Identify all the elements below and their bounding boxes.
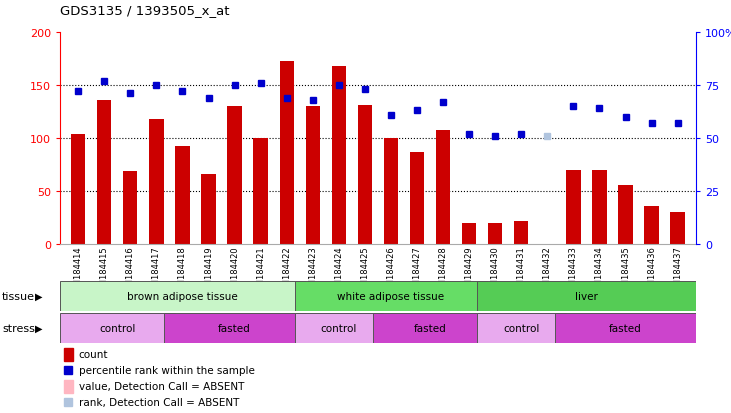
Text: fasted: fasted bbox=[414, 323, 447, 333]
Bar bbox=[436, 131, 450, 244]
Text: control: control bbox=[503, 323, 539, 333]
Bar bbox=[97, 101, 111, 244]
Text: count: count bbox=[79, 349, 108, 359]
Bar bbox=[60, 281, 305, 311]
Bar bbox=[384, 139, 398, 244]
Bar bbox=[71, 134, 86, 244]
Text: fasted: fasted bbox=[609, 323, 642, 333]
Text: ▶: ▶ bbox=[35, 323, 42, 333]
Bar bbox=[175, 147, 189, 244]
Bar bbox=[357, 106, 372, 244]
Bar bbox=[164, 313, 305, 343]
Text: rank, Detection Call = ABSENT: rank, Detection Call = ABSENT bbox=[79, 397, 239, 408]
Bar bbox=[477, 313, 566, 343]
Text: liver: liver bbox=[575, 291, 598, 301]
Text: percentile rank within the sample: percentile rank within the sample bbox=[79, 366, 254, 375]
Bar bbox=[567, 170, 580, 244]
Bar bbox=[373, 313, 488, 343]
Bar bbox=[592, 170, 607, 244]
Text: control: control bbox=[99, 323, 135, 333]
Bar bbox=[60, 313, 175, 343]
Bar bbox=[410, 152, 424, 244]
Bar bbox=[645, 206, 659, 244]
Bar bbox=[149, 120, 164, 244]
Bar bbox=[227, 107, 242, 244]
Bar bbox=[306, 107, 320, 244]
Bar bbox=[332, 67, 346, 244]
Text: control: control bbox=[321, 323, 357, 333]
Bar bbox=[477, 281, 696, 311]
Bar bbox=[201, 174, 216, 244]
Bar bbox=[555, 313, 696, 343]
Text: stress: stress bbox=[2, 323, 35, 333]
Text: brown adipose tissue: brown adipose tissue bbox=[127, 291, 238, 301]
Text: fasted: fasted bbox=[218, 323, 251, 333]
Bar bbox=[123, 171, 137, 244]
Text: tissue: tissue bbox=[2, 291, 35, 301]
Bar bbox=[64, 380, 73, 393]
Bar bbox=[488, 223, 502, 244]
Bar bbox=[618, 186, 633, 244]
Bar bbox=[64, 348, 73, 361]
Bar bbox=[670, 212, 685, 244]
Bar bbox=[514, 222, 529, 244]
Text: GDS3135 / 1393505_x_at: GDS3135 / 1393505_x_at bbox=[60, 4, 230, 17]
Bar bbox=[295, 313, 383, 343]
Bar bbox=[279, 62, 294, 244]
Text: ▶: ▶ bbox=[35, 291, 42, 301]
Text: white adipose tissue: white adipose tissue bbox=[338, 291, 444, 301]
Bar bbox=[254, 139, 268, 244]
Bar bbox=[462, 223, 477, 244]
Bar bbox=[295, 281, 488, 311]
Text: value, Detection Call = ABSENT: value, Detection Call = ABSENT bbox=[79, 382, 244, 392]
